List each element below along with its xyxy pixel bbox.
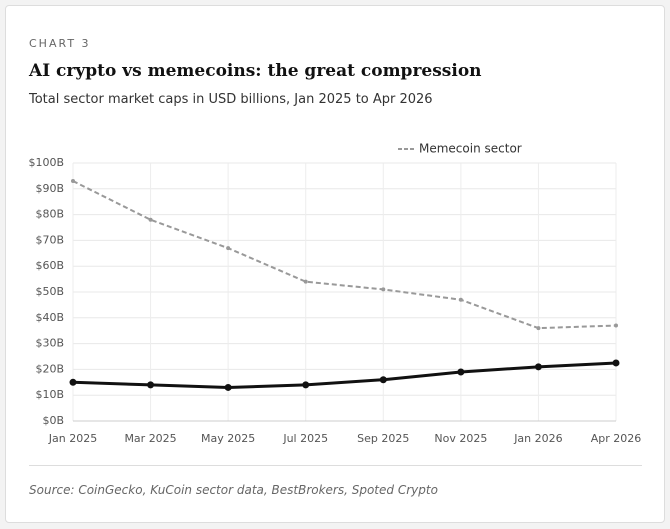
x-tick-label: Sep 2025 [357,432,409,445]
point [148,217,153,222]
chart-title: AI crypto vs memecoins: the great compre… [29,61,482,81]
point [302,381,310,389]
kicker: CHART 3 [29,37,91,50]
point [71,179,75,184]
point [457,368,465,376]
y-tick-label: $20B [35,362,64,375]
subtitle: Total sector market caps in USD billions… [29,92,433,107]
y-tick-label: $10B [35,388,64,401]
x-tick-label: May 2025 [201,432,255,445]
series-line [72,361,617,389]
series-line [72,180,617,330]
x-tick-label: Jan 2026 [513,432,562,445]
y-tick-label: $100B [28,156,64,169]
point [458,297,463,302]
y-tick-label: $50B [35,285,64,298]
point [69,378,77,386]
point [226,246,231,251]
point [614,323,618,328]
divider [29,465,642,466]
point [379,376,387,384]
y-tick-label: $40B [35,311,64,324]
y-tick-label: $70B [35,233,64,246]
source: Source: CoinGecko, KuCoin sector data, B… [29,483,438,497]
y-tick-label: $30B [35,337,64,350]
x-tick-label: Apr 2026 [591,432,642,445]
x-tick-label: Jul 2025 [282,432,328,445]
point [612,359,620,367]
point [224,383,232,391]
point [147,381,155,389]
x-tick-label: Nov 2025 [434,432,487,445]
y-tick-label: $60B [35,259,64,272]
legend-label: Memecoin sector [419,142,522,156]
point [534,363,542,371]
point [303,279,308,284]
y-tick-label: $0B [42,414,64,427]
x-tick-label: Mar 2025 [124,432,176,445]
y-tick-label: $90B [35,182,64,195]
card: CHART 3 AI crypto vs memecoins: the grea… [5,5,665,523]
x-tick-label: Jan 2025 [48,432,97,445]
y-tick-label: $80B [35,208,64,221]
point [381,287,386,292]
point [536,326,541,331]
